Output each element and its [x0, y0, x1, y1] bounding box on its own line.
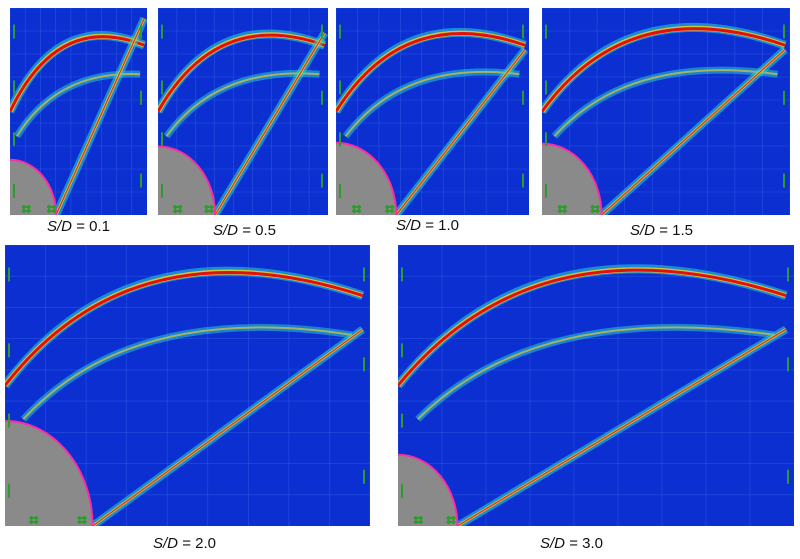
flow-field-image: [398, 245, 794, 526]
panel-sd-0-1: [10, 8, 147, 215]
caption-sd-0-5: S/D = 0.5: [213, 222, 276, 239]
flow-field-image: [336, 8, 529, 215]
caption-sd-1-5: S/D = 1.5: [630, 222, 693, 239]
caption-sd-2-0: S/D = 2.0: [153, 535, 216, 552]
flow-field-image: [542, 8, 790, 215]
caption-sd-3-0: S/D = 3.0: [540, 535, 603, 552]
panel-sd-1-5: [542, 8, 790, 215]
caption-sd-1-0: S/D = 1.0: [396, 217, 459, 234]
flow-field-image: [5, 245, 370, 526]
panel-sd-2-0: [5, 245, 370, 526]
panel-sd-0-5: [158, 8, 328, 215]
flow-field-image: [10, 8, 147, 215]
panel-sd-3-0: [398, 245, 794, 526]
caption-sd-0-1: S/D = 0.1: [47, 218, 110, 235]
flow-field-image: [158, 8, 328, 215]
panel-sd-1-0: [336, 8, 529, 215]
